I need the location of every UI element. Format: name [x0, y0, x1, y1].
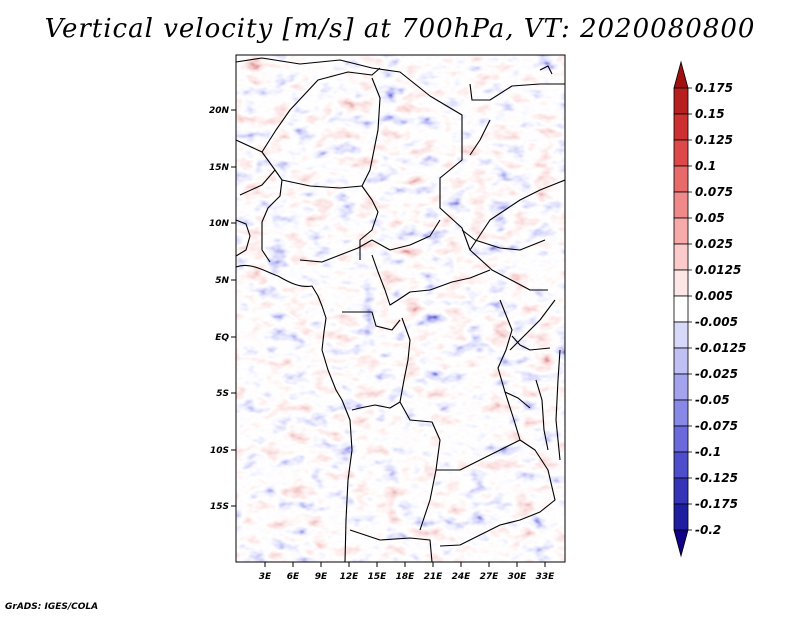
colorbar-swatch [673, 399, 689, 427]
colorbar-level-label: -0.075 [695, 419, 738, 433]
lat-ticks [231, 109, 236, 507]
map-frame [235, 54, 566, 563]
lat-label-10n: 10N [209, 219, 230, 229]
colorbar-swatch [673, 113, 689, 141]
colorbar-level-label: -0.05 [695, 393, 730, 407]
lat-label-5n: 5N [215, 276, 229, 286]
colorbar-swatch [673, 217, 689, 245]
colorbar-swatch [673, 165, 689, 193]
colorbar-swatch [673, 503, 689, 531]
lat-label-10s: 10S [210, 446, 229, 456]
colorbar-level-label: 0.125 [695, 133, 733, 147]
colorbar-level-label: 0.175 [695, 81, 733, 95]
colorbar-level-label: -0.0125 [695, 341, 746, 355]
lon-label-27e: 27E [480, 572, 500, 582]
colorbar-swatch [673, 60, 689, 89]
colorbar-level-label: 0.1 [695, 159, 716, 173]
colorbar-swatch [673, 295, 689, 323]
colorbar-level-label: -0.025 [695, 367, 738, 381]
colorbar-swatch [673, 529, 689, 558]
lat-label-eq: EQ [215, 333, 229, 343]
lon-label-3e: 3E [259, 572, 272, 582]
lon-label-12e: 12E [340, 572, 360, 582]
colorbar-swatch [673, 425, 689, 453]
lon-label-33e: 33E [536, 572, 556, 582]
lon-label-18e: 18E [396, 572, 416, 582]
colorbar-level-label: -0.1 [695, 445, 721, 459]
colorbar-swatch [673, 373, 689, 401]
lat-label-20n: 20N [209, 106, 230, 116]
colorbar-swatch [673, 347, 689, 375]
lat-label-15s: 15S [210, 502, 229, 512]
lon-ticks [264, 562, 546, 567]
colorbar-level-label: 0.025 [695, 237, 733, 251]
colorbar-swatch [673, 451, 689, 479]
lon-label-9e: 9E [315, 572, 328, 582]
colorbar-level-label: -0.2 [695, 523, 721, 537]
colorbar-swatch [673, 321, 689, 349]
lat-label-15n: 15N [209, 163, 230, 173]
colorbar-level-label: -0.125 [695, 471, 738, 485]
colorbar-level-label: 0.075 [695, 185, 733, 199]
colorbar-swatch [673, 269, 689, 297]
colorbar-swatch [673, 87, 689, 115]
lon-labels: 3E 6E 9E 12E 15E 18E 21E 24E 27E 30E 33E [259, 572, 555, 582]
map-title: Vertical velocity [m/s] at 700hPa, VT: 2… [44, 14, 756, 44]
lat-labels: 20N 15N 10N 5N EQ 5S 10S 15S [209, 106, 230, 512]
lon-label-30e: 30E [508, 572, 528, 582]
lon-label-6e: 6E [287, 572, 300, 582]
colorbar-swatch [673, 477, 689, 505]
lon-label-15e: 15E [368, 572, 388, 582]
footer-credit: GrADS: IGES/COLA [5, 602, 99, 612]
colorbar-level-label: 0.005 [695, 289, 733, 303]
lon-label-21e: 21E [424, 572, 444, 582]
colorbar: 0.175 0.15 0.125 0.1 0.075 0.05 0.025 0.0125 0.0… [673, 60, 746, 558]
colorbar-level-label: 0.0125 [695, 263, 741, 277]
velocity-field [236, 55, 565, 562]
colorbar-level-label: -0.175 [695, 497, 738, 511]
colorbar-swatch [673, 243, 689, 271]
lon-label-24e: 24E [452, 572, 472, 582]
country-borders [236, 57, 565, 562]
colorbar-level-label: -0.005 [695, 315, 738, 329]
colorbar-level-label: 0.15 [695, 107, 725, 121]
colorbar-level-label: 0.05 [695, 211, 725, 225]
colorbar-swatch [673, 139, 689, 167]
lat-label-5s: 5S [216, 389, 229, 399]
colorbar-swatch [673, 191, 689, 219]
